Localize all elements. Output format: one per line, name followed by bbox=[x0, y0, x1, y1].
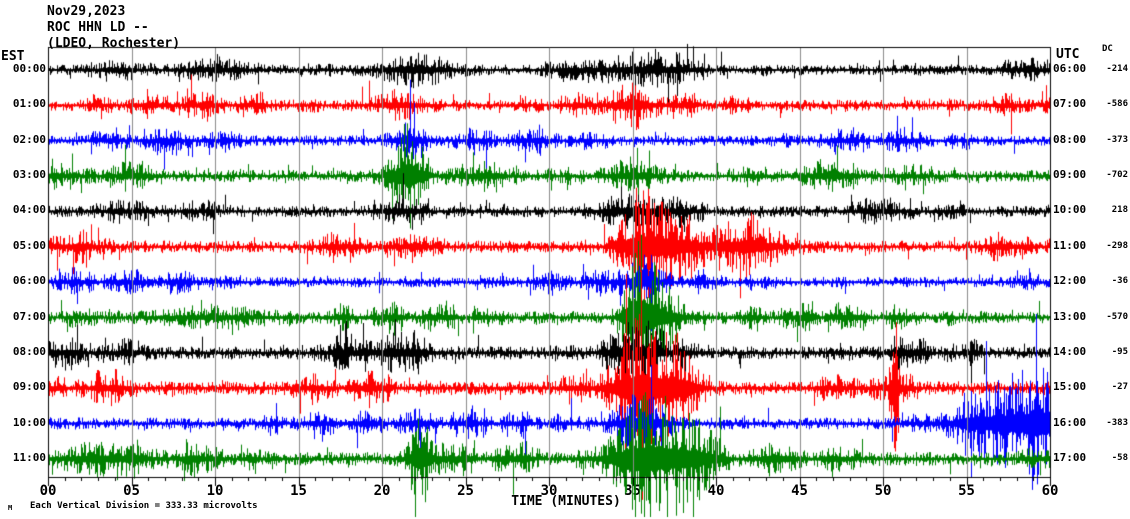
helicorder-screen: Nov29,2023 ROC HHN LD -- (LDEO, Rocheste… bbox=[0, 0, 1130, 519]
seismogram-canvas bbox=[0, 0, 1130, 519]
